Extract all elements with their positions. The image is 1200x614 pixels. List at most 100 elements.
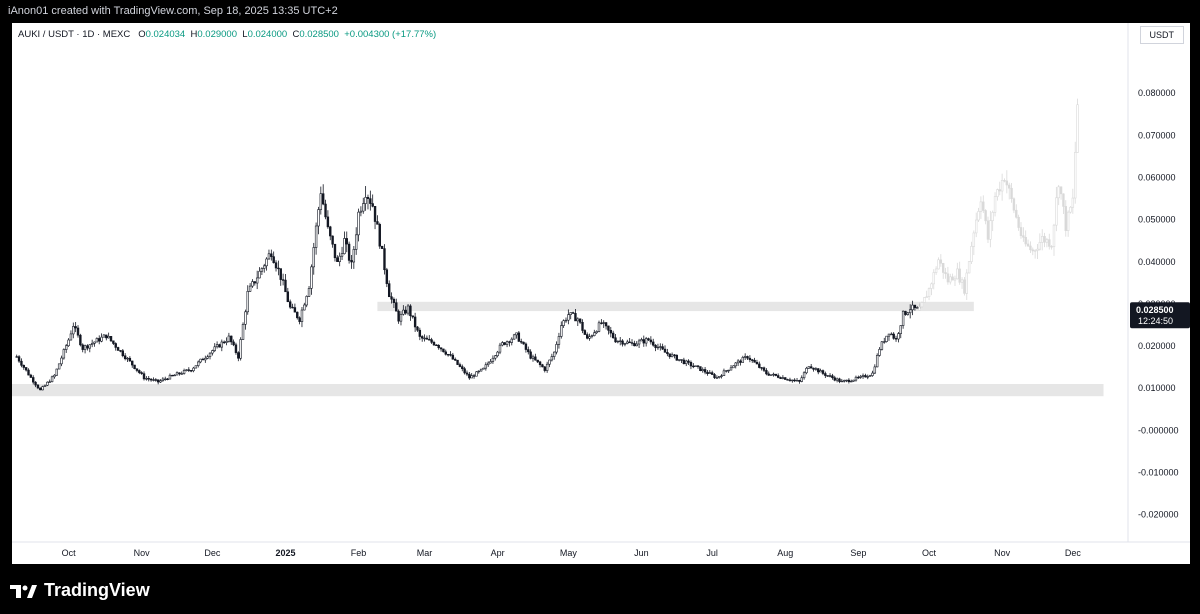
x-tick-label: Mar (417, 548, 433, 558)
price-candle-body (736, 360, 740, 364)
symbol-title[interactable]: AUKI / USDT · 1D · MEXC (18, 29, 131, 40)
price-candle (692, 363, 695, 369)
price-candle-body (60, 357, 63, 365)
price-candle-body (274, 262, 278, 269)
price-candle (491, 355, 495, 364)
price-candle (600, 319, 603, 325)
price-candle (861, 373, 865, 379)
price-candle (102, 334, 106, 338)
price-candle-body (453, 358, 457, 361)
price-candle-body (722, 370, 726, 377)
price-candle (607, 325, 610, 335)
price-candle-body (649, 339, 653, 343)
price-candle-body (727, 369, 730, 372)
projection-candle-body (1038, 242, 1042, 250)
currency-selector[interactable]: USDT (1139, 26, 1184, 44)
price-candle-body (661, 346, 664, 350)
price-candle-body (413, 316, 417, 328)
price-chart[interactable]: 0.080000 0.070000 0.060000 0.050000 0.040000… (12, 23, 1190, 564)
price-candle-body (562, 320, 565, 326)
price-candle (864, 373, 867, 378)
price-candle (435, 344, 438, 346)
price-candle (312, 242, 315, 275)
price-candle (423, 334, 426, 342)
projection-candle (937, 257, 940, 270)
price-candle-body (828, 375, 832, 377)
projection-candle (1003, 178, 1006, 183)
price-candle-body (215, 344, 219, 348)
projection-candle-body (1066, 211, 1070, 231)
price-candle-body (656, 346, 660, 349)
price-candle (722, 368, 726, 377)
price-candle (472, 373, 476, 379)
price-candle-body (512, 334, 516, 340)
price-candle (682, 357, 686, 365)
projection-candle-body (1019, 227, 1023, 236)
price-candle (795, 378, 799, 382)
price-candle (222, 340, 226, 344)
price-candle (548, 359, 551, 368)
price-candle-body (835, 378, 839, 381)
price-candle-body (621, 340, 624, 345)
price-candle-body (267, 253, 271, 260)
projection-candle-body (1050, 246, 1053, 248)
price-candle (774, 373, 778, 377)
price-candle-body (227, 335, 231, 342)
projection-candle (1012, 197, 1016, 214)
price-candle-body (345, 238, 348, 245)
price-candle (541, 363, 544, 368)
price-candle-body (687, 360, 690, 363)
price-candle (187, 367, 191, 373)
projection-candle-body (949, 276, 952, 283)
price-candle (805, 366, 808, 375)
chart-panel[interactable]: 0.080000 0.070000 0.060000 0.050000 0.040000… (12, 23, 1190, 564)
price-candle-body (715, 377, 719, 379)
price-candle (859, 374, 862, 379)
price-candle (652, 338, 655, 347)
price-candle (267, 249, 271, 260)
price-candle (357, 208, 360, 242)
projection-candle-body (996, 189, 999, 197)
price-candle (647, 337, 650, 341)
price-candle (718, 376, 721, 379)
price-candle (347, 241, 351, 264)
price-candle-body (531, 356, 535, 359)
price-candle (260, 267, 264, 276)
price-candle (743, 353, 747, 360)
price-candle (887, 333, 891, 341)
projection-candle-body (1010, 187, 1013, 200)
price-candle (237, 351, 240, 362)
price-candle-body (65, 345, 68, 350)
price-candle-body (725, 370, 728, 372)
tradingview-logo-icon (10, 584, 37, 598)
price-candle (727, 369, 730, 373)
price-candle (571, 311, 575, 315)
price-candle-body (887, 333, 891, 337)
price-candle-body (220, 341, 224, 348)
price-candle-body (199, 358, 202, 363)
projection-candle (974, 212, 978, 238)
projection-candle (951, 273, 954, 281)
price-candle (913, 304, 917, 311)
price-candle-body (708, 372, 712, 374)
price-candle (644, 336, 648, 347)
price-candle (147, 375, 150, 382)
price-candle-body (720, 375, 723, 377)
price-candle (668, 353, 671, 359)
price-candle-body (600, 322, 603, 324)
tradingview-brand[interactable]: TradingView (10, 580, 150, 601)
price-candle-body (241, 323, 245, 340)
price-candle-body (800, 377, 803, 382)
price-candle (496, 350, 499, 358)
price-candle-body (871, 372, 874, 376)
price-candle-body (83, 345, 87, 350)
projection-candle (1019, 222, 1023, 239)
price-candle (362, 197, 365, 214)
price-candle (258, 267, 261, 279)
x-tick-label: Sep (850, 548, 866, 558)
price-candle-body (505, 341, 509, 345)
price-candle (567, 309, 570, 325)
price-candle (204, 355, 207, 363)
price-candle-body (197, 361, 200, 366)
price-candle (182, 368, 186, 375)
